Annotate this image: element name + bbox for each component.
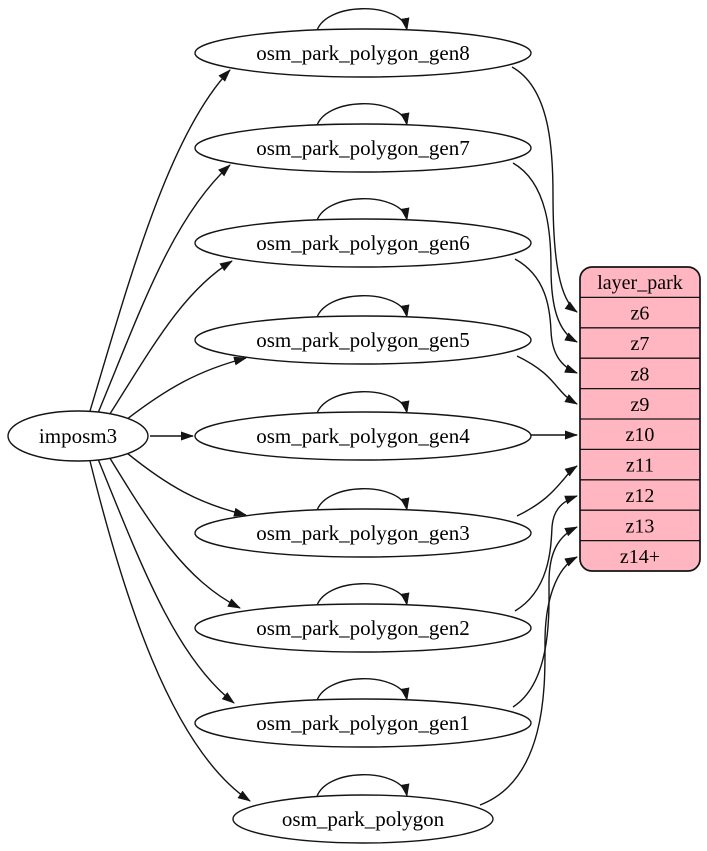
edge-imposm3-to-osm-park-polygon-gen1 bbox=[97, 458, 235, 704]
node-osm-park-polygon-gen7-label: osm_park_polygon_gen7 bbox=[256, 136, 469, 160]
node-osm-park-polygon-gen8: osm_park_polygon_gen8 bbox=[194, 28, 532, 78]
node-osm-park-polygon-gen8-shape bbox=[194, 28, 532, 78]
edge-imposm3-to-osm-park-polygon-gen7 bbox=[97, 164, 231, 414]
node-osm-park-polygon-gen3-label: osm_park_polygon_gen3 bbox=[256, 521, 469, 545]
row-z13: z13 bbox=[626, 515, 655, 537]
node-osm-park-polygon-gen4: osm_park_polygon_gen4 bbox=[194, 411, 532, 461]
self-loop-osm-park-polygon-gen7 bbox=[315, 103, 410, 130]
edge-imposm3-to-osm-park-polygon-gen2 bbox=[107, 454, 241, 609]
self-loop-osm-park-polygon-gen3 bbox=[315, 488, 410, 515]
self-loop-osm-park-polygon-gen6 bbox=[315, 198, 410, 225]
edge-osm-park-polygon-gen5-to-z9 bbox=[516, 355, 578, 405]
self-loop-osm-park-polygon-gen2 bbox=[315, 583, 410, 610]
node-osm-park-polygon-gen2: osm_park_polygon_gen2 bbox=[194, 603, 532, 653]
node-osm-park-polygon-gen2-label: osm_park_polygon_gen2 bbox=[256, 616, 469, 640]
edge-osm-park-polygon-gen8-to-z6 bbox=[511, 66, 578, 313]
edge-osm-park-polygon-to-z14plus bbox=[479, 556, 578, 806]
node-osm-park-polygon-gen6-shape bbox=[194, 218, 532, 268]
node-osm-park-polygon-gen3-shape bbox=[194, 508, 532, 558]
node-osm-park-polygon-gen7-shape bbox=[194, 123, 532, 173]
layer-park-title: layer_park bbox=[597, 272, 683, 294]
self-loop-osm-park-polygon bbox=[315, 774, 410, 801]
node-imposm3-shape bbox=[7, 410, 149, 462]
edge-osm-park-polygon-gen7-to-z7 bbox=[512, 162, 578, 343]
node-imposm3-label: imposm3 bbox=[39, 424, 117, 448]
self-loop-osm-park-polygon-gen5 bbox=[315, 295, 410, 322]
edge-osm-park-polygon-gen3-to-z11 bbox=[516, 465, 578, 517]
row-z10: z10 bbox=[626, 424, 655, 446]
edge-osm-park-polygon-gen6-to-z8 bbox=[514, 258, 578, 374]
node-osm-park-polygon-gen2-shape bbox=[194, 603, 532, 653]
edges bbox=[89, 8, 578, 806]
node-osm-park-polygon-gen5: osm_park_polygon_gen5 bbox=[194, 315, 532, 365]
node-osm-park-polygon-gen1-label: osm_park_polygon_gen1 bbox=[256, 711, 469, 735]
row-z9: z9 bbox=[631, 394, 650, 416]
node-osm-park-polygon-gen6: osm_park_polygon_gen6 bbox=[194, 218, 532, 268]
node-osm-park-polygon-label: osm_park_polygon bbox=[282, 807, 445, 831]
row-z7: z7 bbox=[631, 333, 650, 355]
node-osm-park-polygon-gen1: osm_park_polygon_gen1 bbox=[194, 698, 532, 748]
node-osm-park-polygon-gen4-label: osm_park_polygon_gen4 bbox=[256, 424, 470, 448]
node-osm-park-polygon-gen1-shape bbox=[194, 698, 532, 748]
node-imposm3: imposm3 bbox=[7, 410, 149, 462]
node-osm-park-polygon-gen3: osm_park_polygon_gen3 bbox=[194, 508, 532, 558]
edge-imposm3-to-osm-park-polygon-gen8 bbox=[89, 69, 231, 412]
row-z14plus: z14+ bbox=[620, 546, 660, 568]
self-loop-osm-park-polygon-gen4 bbox=[315, 391, 410, 418]
node-osm-park-polygon-gen4-shape bbox=[194, 411, 532, 461]
edge-imposm3-to-osm-park-polygon-gen3 bbox=[121, 448, 247, 517]
row-z6: z6 bbox=[631, 303, 650, 325]
row-z11: z11 bbox=[626, 455, 654, 477]
node-osm-park-polygon: osm_park_polygon bbox=[232, 794, 494, 844]
node-osm-park-polygon-gen7: osm_park_polygon_gen7 bbox=[194, 123, 532, 173]
node-osm-park-polygon-gen5-shape bbox=[194, 315, 532, 365]
self-loop-osm-park-polygon-gen8 bbox=[315, 8, 410, 35]
edge-osm-park-polygon-gen1-to-z13 bbox=[512, 526, 578, 708]
self-loop-osm-park-polygon-gen1 bbox=[315, 678, 410, 705]
node-osm-park-polygon-gen5-label: osm_park_polygon_gen5 bbox=[256, 328, 469, 352]
node-osm-park-polygon-gen6-label: osm_park_polygon_gen6 bbox=[256, 231, 469, 255]
node-osm-park-polygon-shape bbox=[232, 794, 494, 844]
edge-imposm3-to-osm-park-polygon-gen5 bbox=[121, 356, 247, 424]
row-z8: z8 bbox=[631, 363, 650, 385]
edge-imposm3-to-osm-park-polygon-gen6 bbox=[107, 260, 233, 418]
node-layer-park: layer_park z6 z7 z8 z9 z10 z11 z12 z13 z… bbox=[579, 266, 701, 572]
node-osm-park-polygon-gen8-label: osm_park_polygon_gen8 bbox=[256, 41, 469, 65]
edge-osm-park-polygon-gen2-to-z12 bbox=[514, 495, 578, 612]
edge-imposm3-to-osm-park-polygon bbox=[89, 460, 251, 802]
row-z12: z12 bbox=[626, 485, 655, 507]
